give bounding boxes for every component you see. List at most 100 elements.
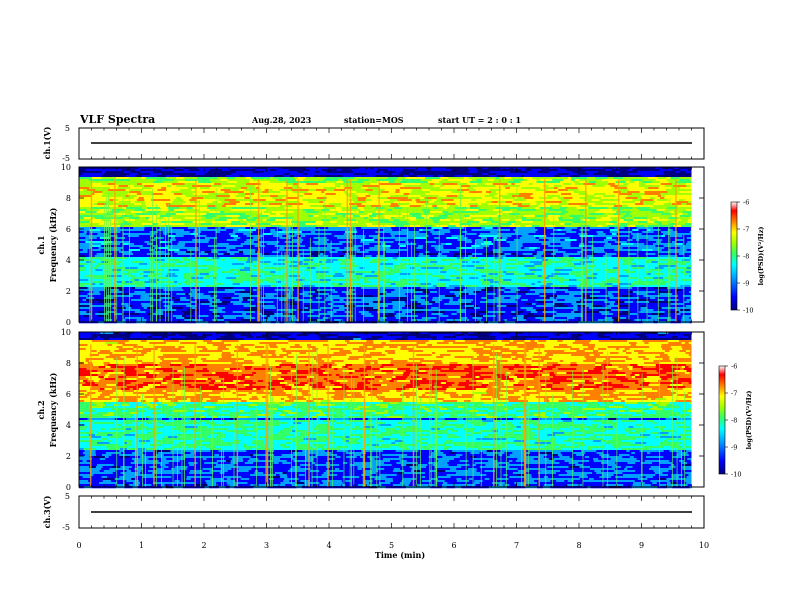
psd-cell [346,219,357,222]
psd-cell [546,227,554,230]
psd-cell [589,213,593,216]
psd-cell [482,263,493,266]
psd-cell [485,249,493,252]
psd-cell [604,243,612,246]
psd-cell [143,197,157,200]
psd-cell [357,237,366,240]
psd-cell [355,277,367,280]
psd-cell [103,197,110,200]
psd-cell [521,235,527,238]
psd-cell [273,191,281,194]
psd-cell [198,191,203,194]
psd-cell [250,249,256,252]
psd-cell [401,183,412,186]
psd-cell [484,287,498,290]
psd-cell [596,231,604,234]
psd-cell [322,277,334,280]
psd-cell [594,263,603,266]
psd-cell [306,183,319,186]
psd-cell [334,245,348,248]
psd-cell [539,225,545,228]
psd-cell [548,209,556,212]
psd-cell [564,171,573,174]
psd-cell [632,169,642,172]
psd-cell [682,243,687,246]
psd-cell [425,241,437,244]
psd-cell [121,283,134,286]
psd-cell [353,275,362,278]
psd-cell [290,237,299,240]
psd-cell [671,241,676,244]
psd-cell [689,191,692,194]
psd-cell [416,175,430,178]
psd-cell [218,225,227,228]
psd-cell [79,211,86,214]
psd-cell [377,197,388,200]
psd-cell [675,239,684,242]
psd-cell [686,267,692,270]
psd-cell [547,217,559,220]
psd-cell [336,191,344,194]
psd-cell [280,221,287,224]
psd-cell [238,193,246,196]
psd-cell [152,181,163,184]
psd-cell [259,171,265,174]
psd-cell [515,283,527,286]
psd-cell [587,273,593,276]
psd-cell [216,275,229,278]
psd-cell [79,171,88,174]
psd-cell [318,239,330,242]
psd-cell [314,243,325,246]
psd-cell [285,177,295,180]
psd-cell [539,179,553,182]
psd-cell [302,247,309,250]
psd-cell [475,267,485,270]
psd-cell [206,279,212,282]
psd-cell [445,197,456,200]
psd-cell [430,261,438,264]
psd-cell [268,191,274,194]
psd-cell [296,279,305,282]
psd-cell [79,227,90,230]
psd-cell [536,253,544,256]
psd-cell [91,177,102,180]
psd-cell [403,195,409,198]
psd-cell [142,245,154,248]
psd-cell [627,195,632,198]
psd-cell [359,249,365,252]
psd-cell [368,271,372,274]
psd-cell [91,273,97,276]
psd-cell [526,235,535,238]
psd-cell [312,263,326,266]
psd-cell [173,245,186,248]
psd-cell [397,237,407,240]
psd-cell [592,173,603,176]
psd-cell [502,231,516,234]
psd-cell [590,259,597,262]
psd-cell [118,199,129,202]
psd-cell [262,253,270,256]
psd-cell [418,255,430,258]
psd-cell [151,193,163,196]
psd-cell [427,253,439,256]
psd-cell [358,183,371,186]
psd-cell [481,243,494,246]
psd-cell [590,271,602,274]
psd-cell [551,273,558,276]
psd-cell [241,171,253,174]
psd-cell [352,283,361,286]
psd-cell [352,287,362,290]
psd-cell [253,199,257,202]
psd-cell [387,209,393,212]
psd-cell [264,287,279,290]
psd-cell [679,215,691,218]
psd-cell [445,167,456,170]
psd-cell [585,171,599,174]
psd-cell [399,245,407,248]
psd-cell [355,211,360,214]
psd-cell [446,269,456,272]
psd-cell [253,265,260,268]
psd-cell [112,293,120,296]
psd-cell [184,171,197,174]
psd-cell [590,225,598,228]
